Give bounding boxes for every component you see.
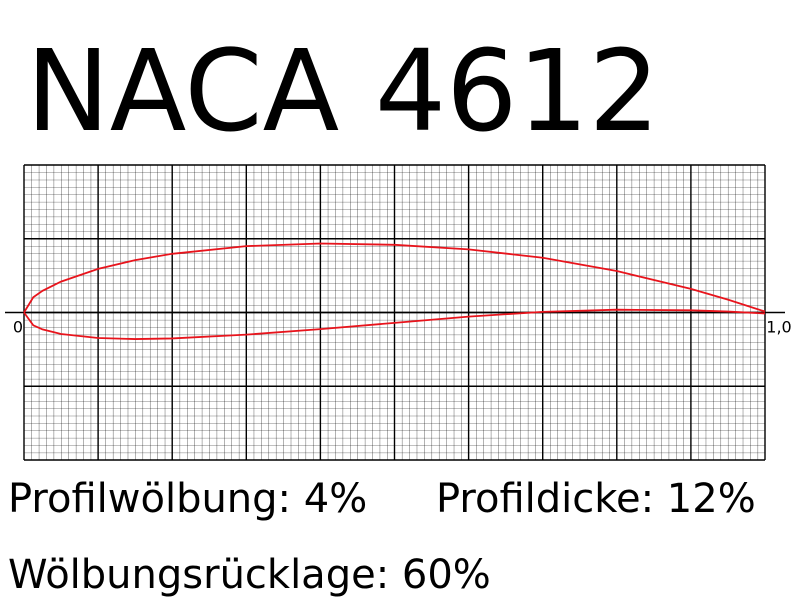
annotation: Profilwölbung: 4%	[8, 476, 367, 522]
x-tick-label: 0	[13, 318, 23, 337]
x-tick-label: 1,0	[766, 318, 791, 337]
annotation: Profildicke: 12%	[436, 476, 756, 522]
profile-line	[23, 308, 766, 340]
annotation: Wölbungsrücklage: 60%	[8, 552, 491, 598]
chart-title: NACA 4612	[26, 27, 660, 157]
profile-line	[23, 242, 766, 313]
